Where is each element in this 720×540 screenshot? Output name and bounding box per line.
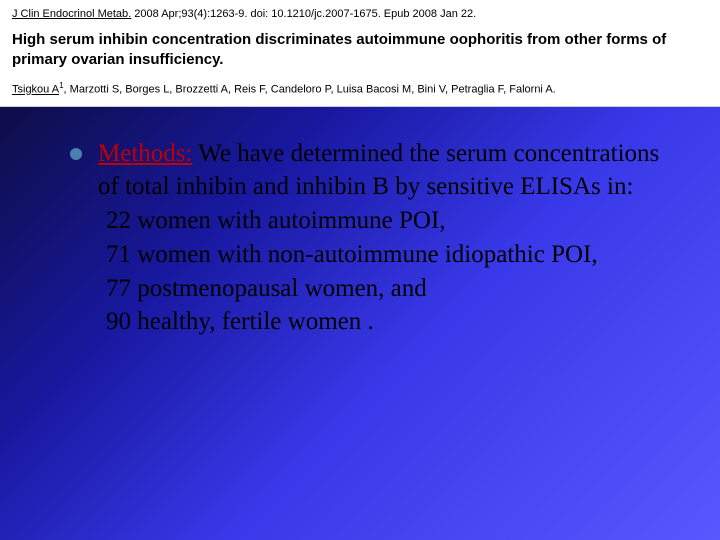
- citation-block: J Clin Endocrinol Metab. 2008 Apr;93(4):…: [0, 0, 720, 107]
- methods-text-3: 71 women with non-autoimmune idiopathic …: [98, 238, 665, 272]
- journal-line: J Clin Endocrinol Metab. 2008 Apr;93(4):…: [12, 8, 708, 20]
- journal-name: J Clin Endocrinol Metab.: [12, 8, 131, 20]
- authors-remaining: , Marzotti S, Borges L, Brozzetti A, Rei…: [64, 84, 556, 96]
- bullet-icon: [70, 148, 82, 160]
- slide: J Clin Endocrinol Metab. 2008 Apr;93(4):…: [0, 0, 720, 540]
- article-title: High serum inhibin concentration discrim…: [12, 30, 708, 69]
- methods-label: Methods:: [98, 140, 192, 167]
- methods-text-5: 90 healthy, fertile women .: [98, 305, 665, 339]
- author-first: Tsigkou A: [12, 84, 59, 96]
- authors-line: Tsigkou A1, Marzotti S, Borges L, Brozze…: [12, 81, 708, 96]
- publication-info: 2008 Apr;93(4):1263-9. doi: 10.1210/jc.2…: [131, 8, 476, 20]
- bullet-item: Methods: We have determined the serum co…: [70, 137, 665, 340]
- methods-text-4: 77 postmenopausal women, and: [98, 272, 665, 306]
- slide-content: Methods: We have determined the serum co…: [0, 107, 720, 360]
- methods-text-2: 22 women with autoimmune POI,: [98, 204, 665, 238]
